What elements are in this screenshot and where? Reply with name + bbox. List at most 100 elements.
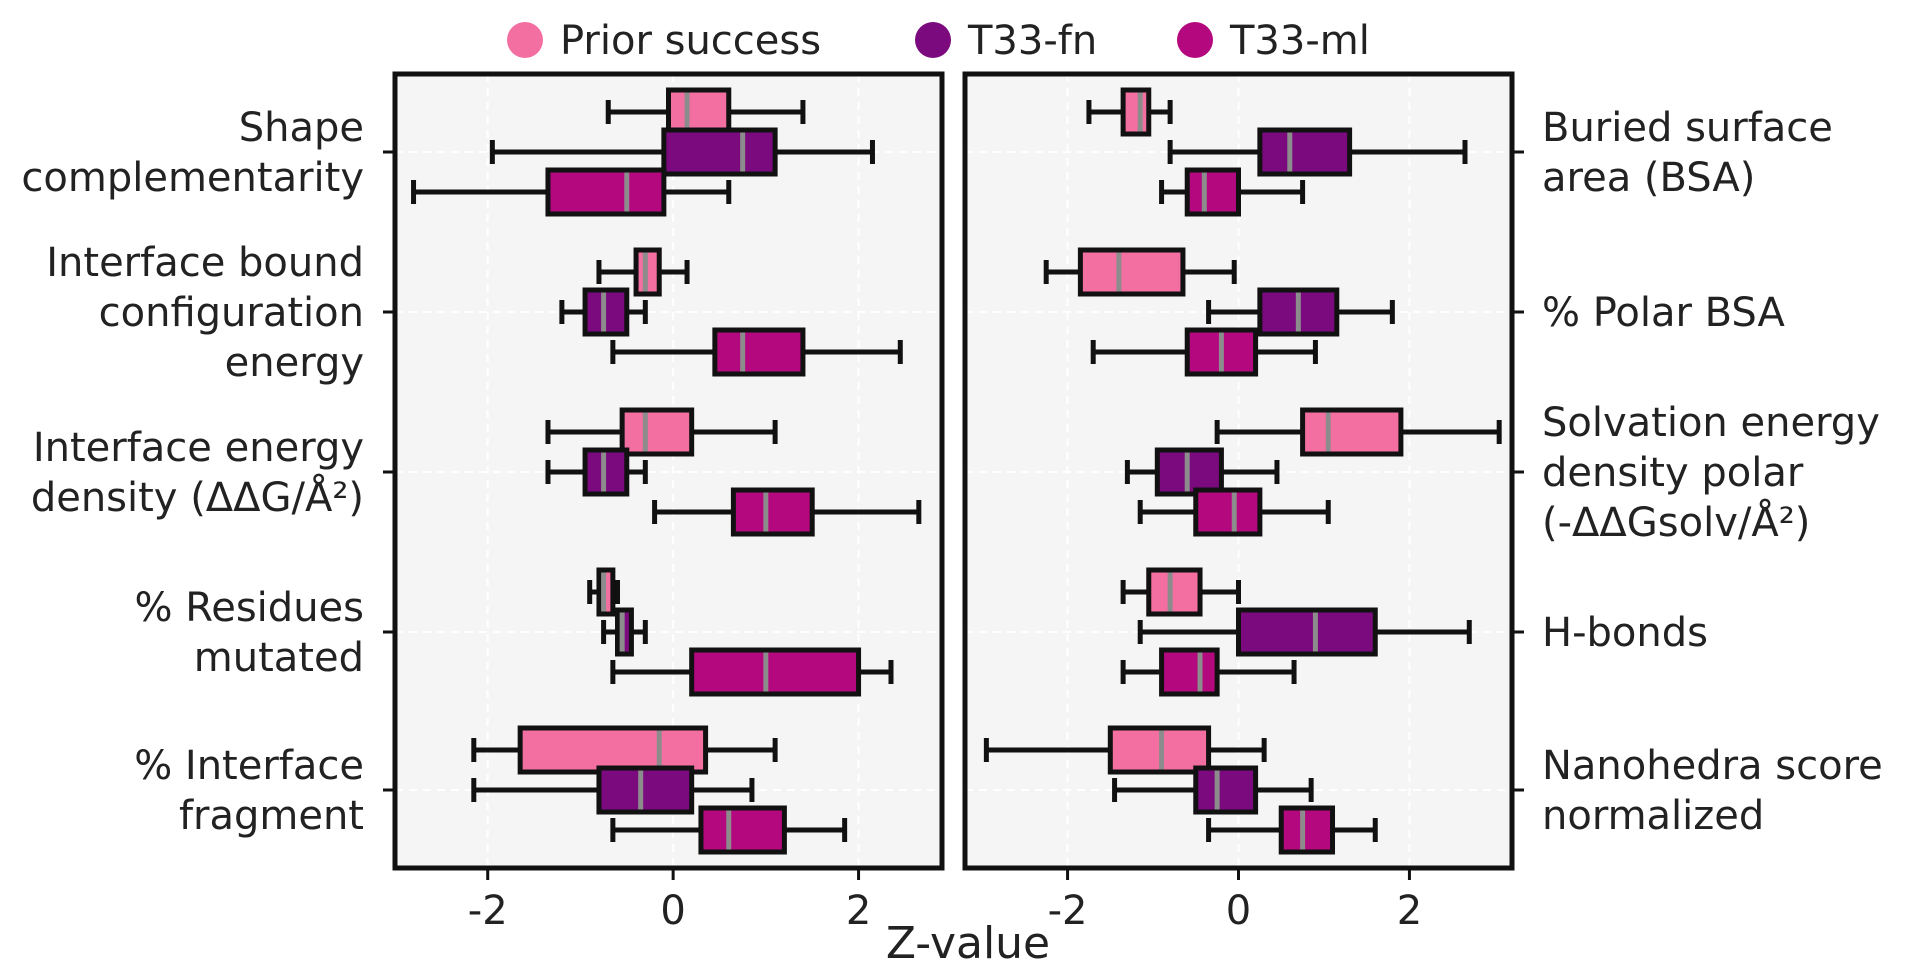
y-tick-label-line: area (BSA) [1542,155,1755,201]
x-tick-label: 2 [846,888,871,934]
box-prior-success [596,247,690,297]
legend-marker [507,22,543,58]
y-tick-label-line: (-ΔΔGsolv/Å²) [1542,498,1810,546]
x-tick-label: 2 [1397,888,1422,934]
x-tick-label: -2 [468,888,508,934]
box-t33-fn [1167,127,1468,177]
box-iqr [517,725,709,775]
box-t33-ml [1120,647,1297,697]
box-t33-ml [610,805,848,855]
box-group [545,407,922,537]
box-group [1043,247,1395,377]
box-prior-success [545,407,778,457]
box-iqr [1278,805,1336,855]
box-t33-fn [1124,447,1280,497]
y-tick-label: % Residues mutated [135,585,364,681]
box-iqr [1193,487,1263,537]
box-iqr [1120,87,1152,137]
box-iqr [712,327,806,377]
box-iqr [596,765,695,815]
x-tick-label: 0 [660,888,685,934]
y-tick-label-line: Solvation energy [1542,400,1880,446]
y-tick-label-line: complementarity [21,155,364,201]
legend-label: T33-ml [1229,18,1370,64]
y-tick-label: % Interface fragment [134,743,364,839]
x-tick-label: 0 [1226,888,1251,934]
y-tick-label-line: Shape [239,105,364,151]
y-tick-label-line: density (ΔΔG/Å²) [31,473,364,521]
y-tick-label-line: energy [225,340,364,386]
box-iqr [1257,127,1353,177]
y-tick-label-line: H-bonds [1542,610,1708,656]
box-iqr [545,167,667,217]
box-prior-success [471,725,778,775]
legend-label: T33-fn [967,18,1097,64]
y-tick-label: % Polar BSA [1542,290,1786,336]
box-iqr [689,647,862,697]
box-t33-ml [411,167,732,217]
box-prior-success [983,725,1267,775]
box-iqr [1077,247,1186,297]
box-t33-fn [1112,765,1314,815]
y-tick-label-line: % Residues [135,585,364,631]
legend-item: T33-ml [1177,18,1370,64]
right-panel: Buried surface area (BSA) % Polar BSA Solva… [962,71,1883,934]
box-group [1120,567,1472,697]
box-prior-success [1043,247,1237,297]
box-iqr [1300,407,1404,457]
y-tick-label-line: mutated [194,635,364,681]
box-t33-ml [610,647,894,697]
box-t33-fn [545,447,648,497]
legend: Prior success T33-fn T33-ml [507,18,1370,64]
left-panel: Shape complementarity Interface bound confi… [21,71,945,934]
box-iqr [730,487,815,537]
box-iqr [1193,765,1259,815]
box-iqr [1236,607,1378,657]
y-tick-label-line: % Interface [134,743,364,789]
y-tick-label: H-bonds [1542,610,1708,656]
box-t33-fn [471,765,755,815]
box-t33-ml [1137,487,1331,537]
box-prior-success [1120,567,1241,617]
box-iqr [1146,567,1203,617]
box-iqr [1184,167,1241,217]
x-tick-label: -2 [1048,888,1088,934]
legend-item: T33-fn [915,18,1097,64]
y-tick-label: Interface bound configuration energy [46,240,364,386]
box-t33-fn [601,607,648,657]
box-group [1124,407,1502,537]
box-t33-ml [610,327,903,377]
box-iqr [619,407,695,457]
y-tick-label-line: density polar [1542,450,1804,496]
box-iqr [666,87,732,137]
box-group [983,725,1378,855]
box-prior-success [605,87,806,137]
y-tick-label: Buried surface area (BSA) [1542,105,1833,201]
box-prior-success [1214,407,1502,457]
box-prior-success [1086,87,1173,137]
legend-marker [915,22,951,58]
y-tick-label: Nanohedra score normalized [1542,743,1883,839]
box-group [471,725,848,855]
legend-item: Prior success [507,18,821,64]
box-t33-ml [1090,327,1318,377]
box-iqr [1159,647,1220,697]
y-tick-label: Solvation energy density polar (-ΔΔGsolv/Å… [1542,400,1880,546]
box-iqr [661,127,778,177]
y-tick-label-line: Buried surface [1542,105,1833,151]
box-group [587,567,894,697]
box-t33-ml [1206,805,1378,855]
legend-label: Prior success [560,18,821,64]
y-tick-label-line: fragment [179,793,364,839]
y-tick-label-line: normalized [1542,793,1764,839]
box-t33-ml [1159,167,1306,217]
box-t33-ml [652,487,922,537]
box-t33-fn [489,127,875,177]
y-tick-label-line: % Polar BSA [1542,290,1786,336]
y-tick-label-line: Interface bound [46,240,364,286]
box-group [411,87,875,217]
y-tick-label: Shape complementarity [21,105,364,201]
panel-frame [392,71,945,871]
